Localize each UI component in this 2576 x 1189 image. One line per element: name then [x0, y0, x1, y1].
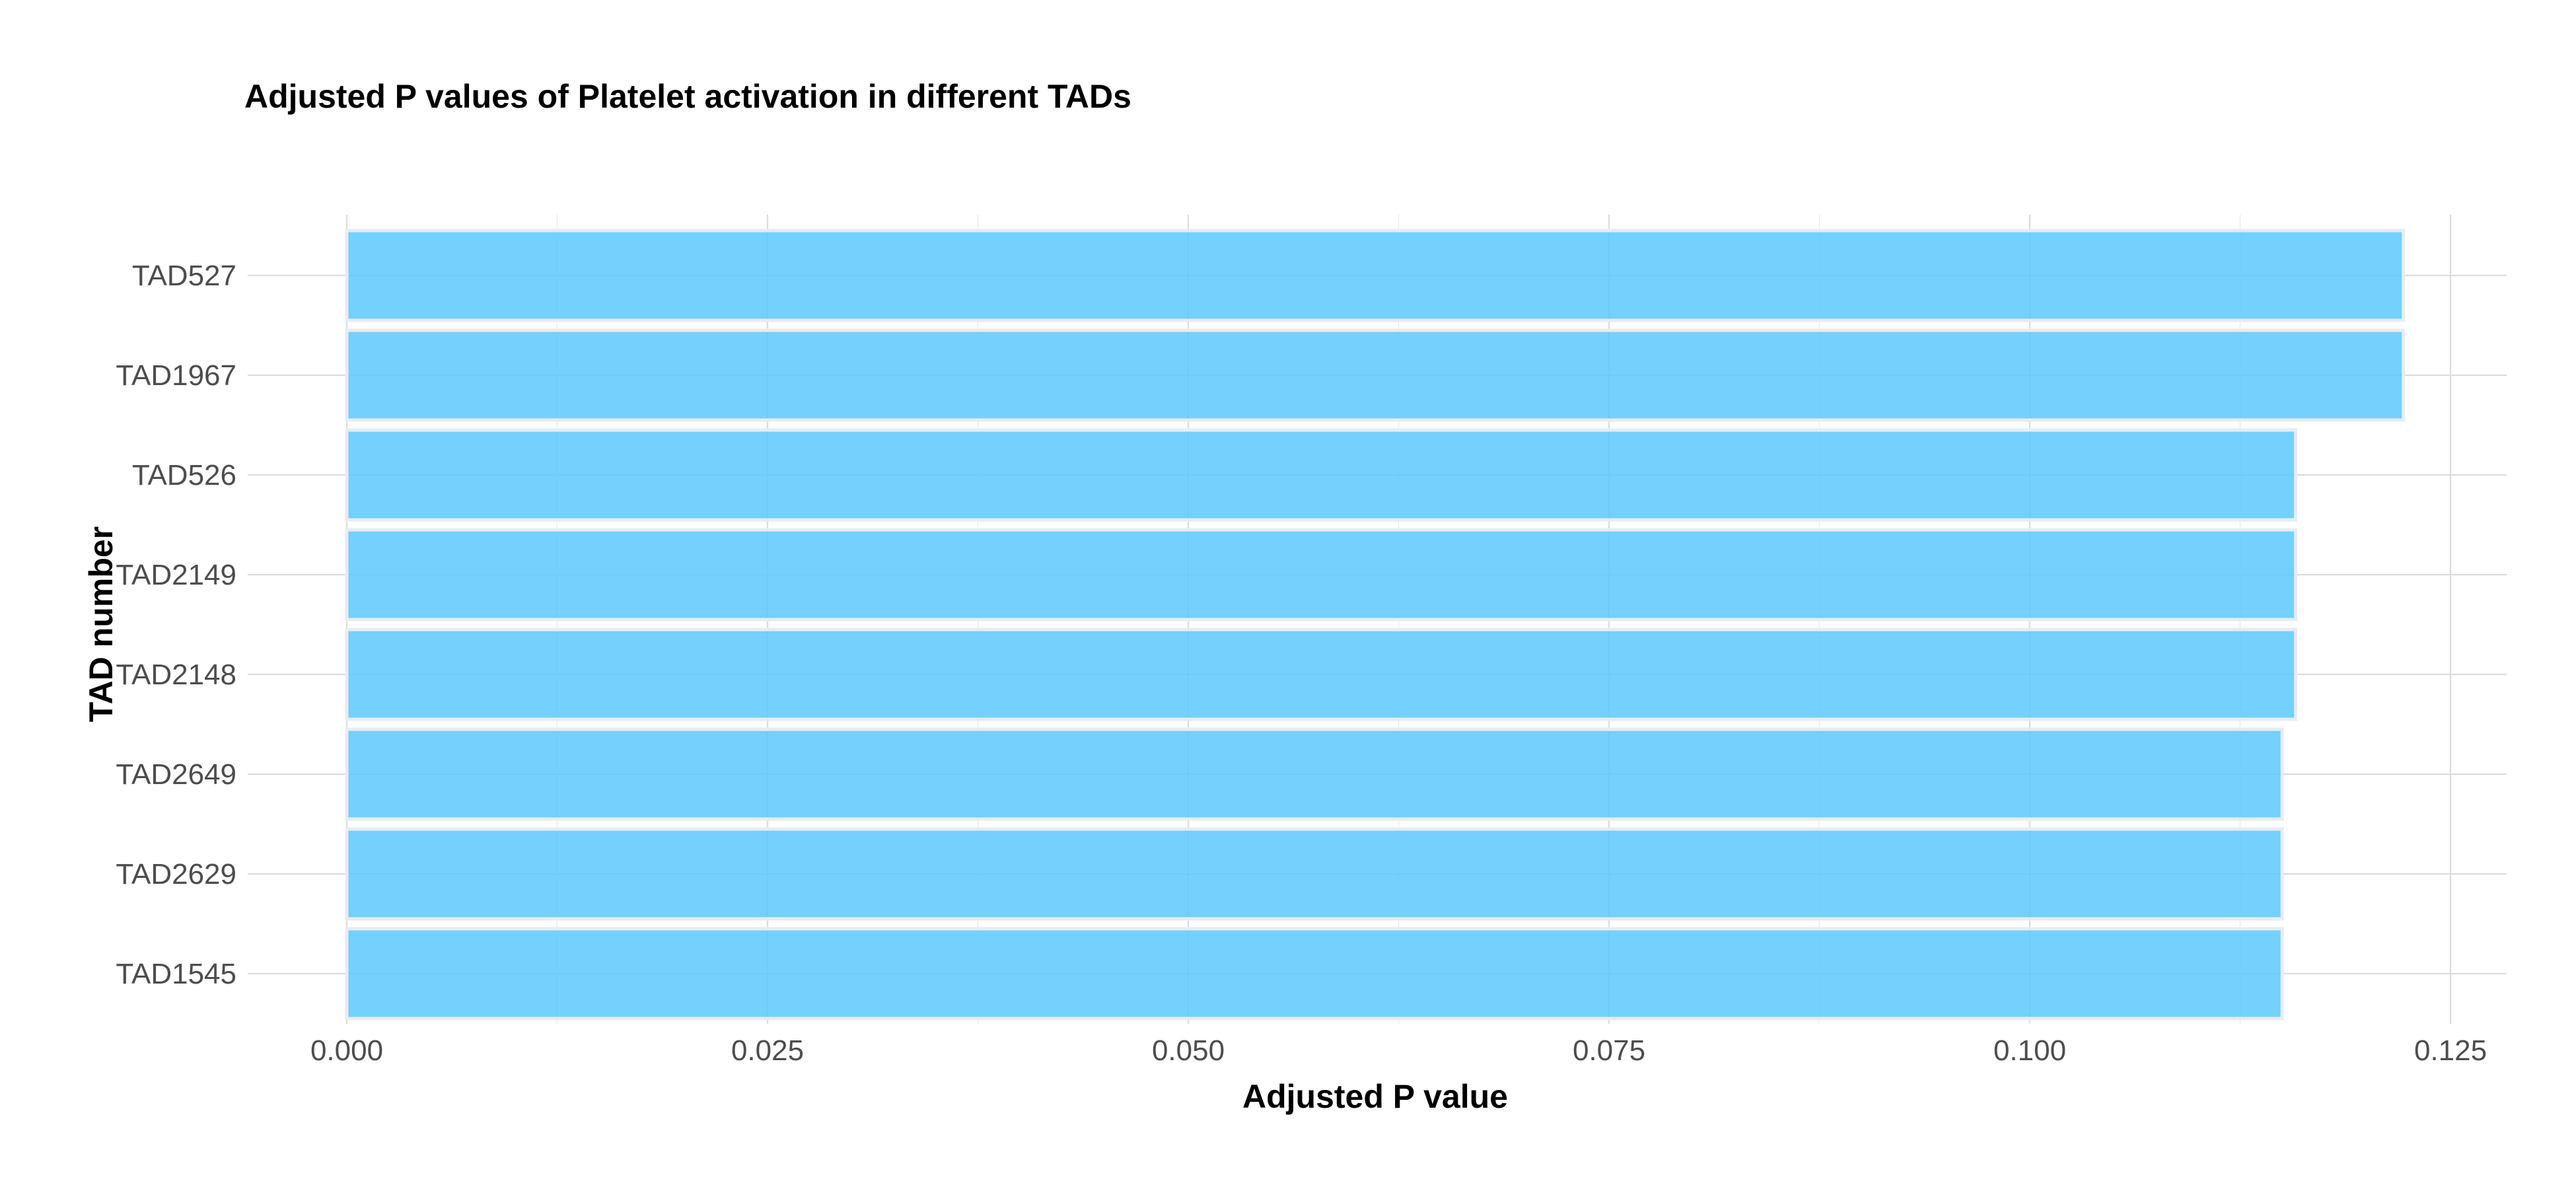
x-tick-label: 0.075	[1573, 1034, 1645, 1067]
bar-tad526	[345, 428, 2298, 522]
y-axis-title: TAD number	[83, 526, 120, 722]
bar-layer	[345, 229, 2406, 1021]
y-tick-label: TAD526	[132, 459, 236, 491]
y-tick-label: TAD2649	[116, 758, 236, 791]
bar-tad2148	[345, 628, 2298, 721]
y-tick-labels: TAD527 TAD1967 TAD526 TAD2149 TAD2148 TAD2649…	[116, 260, 236, 990]
x-tick-labels: 0.000 0.025 0.050 0.075 0.100 0.125	[310, 1034, 2487, 1067]
x-axis-title: Adjusted P value	[1242, 1078, 1508, 1115]
bar-tad2629	[345, 827, 2284, 921]
x-tick-label: 0.125	[2414, 1034, 2487, 1067]
y-tick-label: TAD2149	[116, 559, 236, 591]
bar-tad2149	[345, 528, 2298, 622]
y-tick-label: TAD2629	[116, 858, 236, 890]
x-tick-label: 0.025	[731, 1034, 804, 1067]
bar-tad527	[345, 229, 2406, 322]
bar-tad1967	[345, 328, 2406, 422]
x-tick-label: 0.050	[1152, 1034, 1225, 1067]
chart-title: Adjusted P values of Platelet activation…	[244, 78, 1131, 115]
y-tick-label: TAD1545	[116, 958, 236, 990]
x-tick-label: 0.000	[310, 1034, 383, 1067]
bar-tad1545	[345, 927, 2284, 1021]
y-tick-label: TAD2148	[116, 659, 236, 691]
bar-tad2649	[345, 727, 2284, 821]
x-tick-label: 0.100	[1993, 1034, 2066, 1067]
y-tick-label: TAD1967	[116, 359, 236, 392]
y-tick-label: TAD527	[132, 260, 236, 292]
